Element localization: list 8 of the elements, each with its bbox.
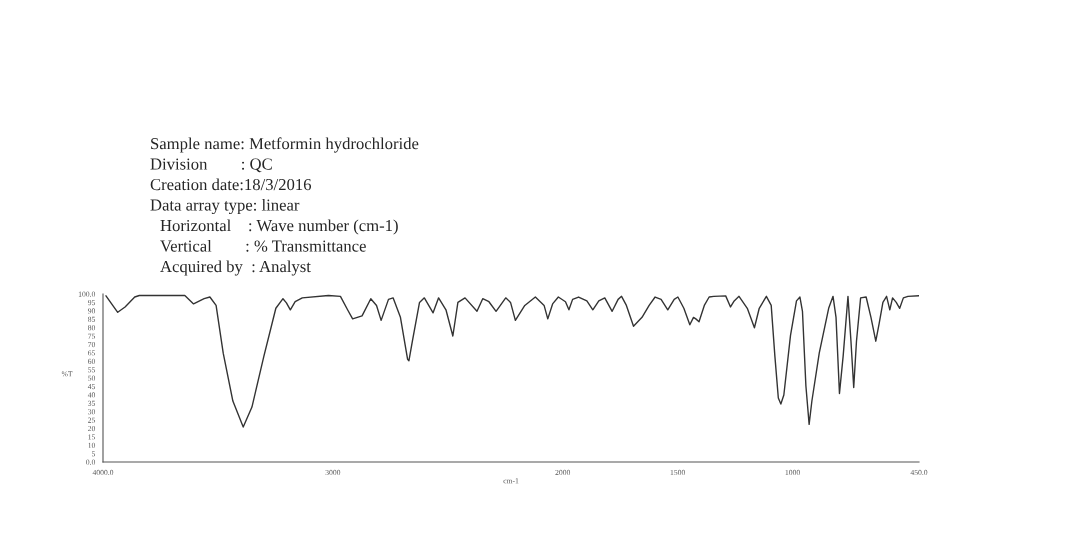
text: Division : QC xyxy=(150,158,272,173)
text: Data array type: linear xyxy=(150,198,300,215)
text: Horizontal : Wave number (cm-1) xyxy=(160,219,398,235)
text: Sample name: Metformin hydrochloride xyxy=(151,137,419,153)
text: Creation date:18/3/2016 xyxy=(150,178,312,191)
text: Acquired by : Analyst xyxy=(160,260,311,276)
line-series xyxy=(105,294,919,428)
text: Vertical : % Transmittance xyxy=(160,239,366,252)
